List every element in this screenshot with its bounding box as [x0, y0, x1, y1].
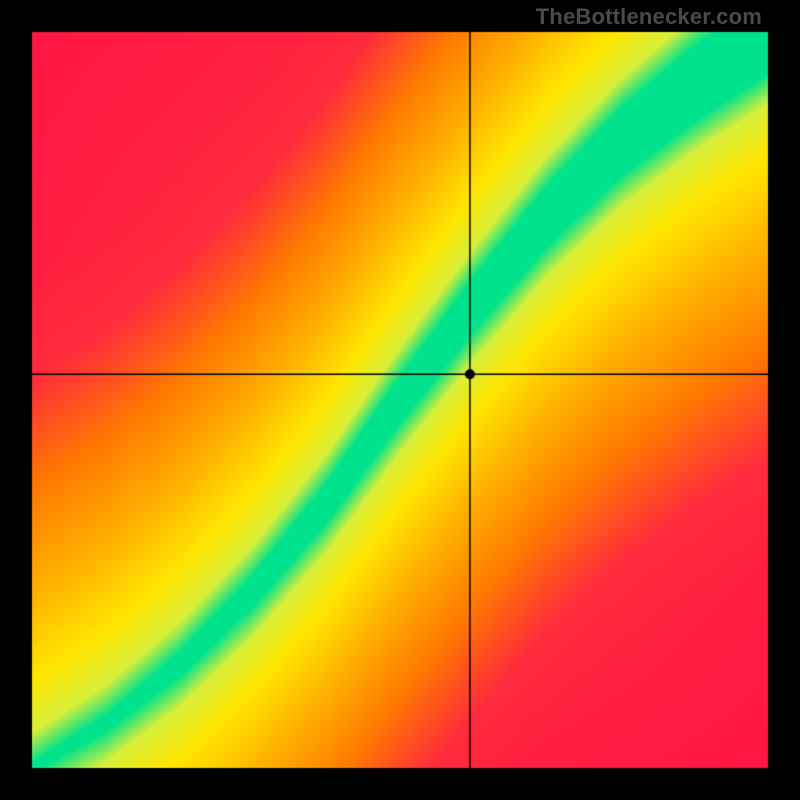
watermark-text: TheBottlenecker.com	[536, 4, 762, 30]
bottleneck-heatmap-chart: TheBottlenecker.com	[0, 0, 800, 800]
heatmap-canvas	[0, 0, 800, 800]
